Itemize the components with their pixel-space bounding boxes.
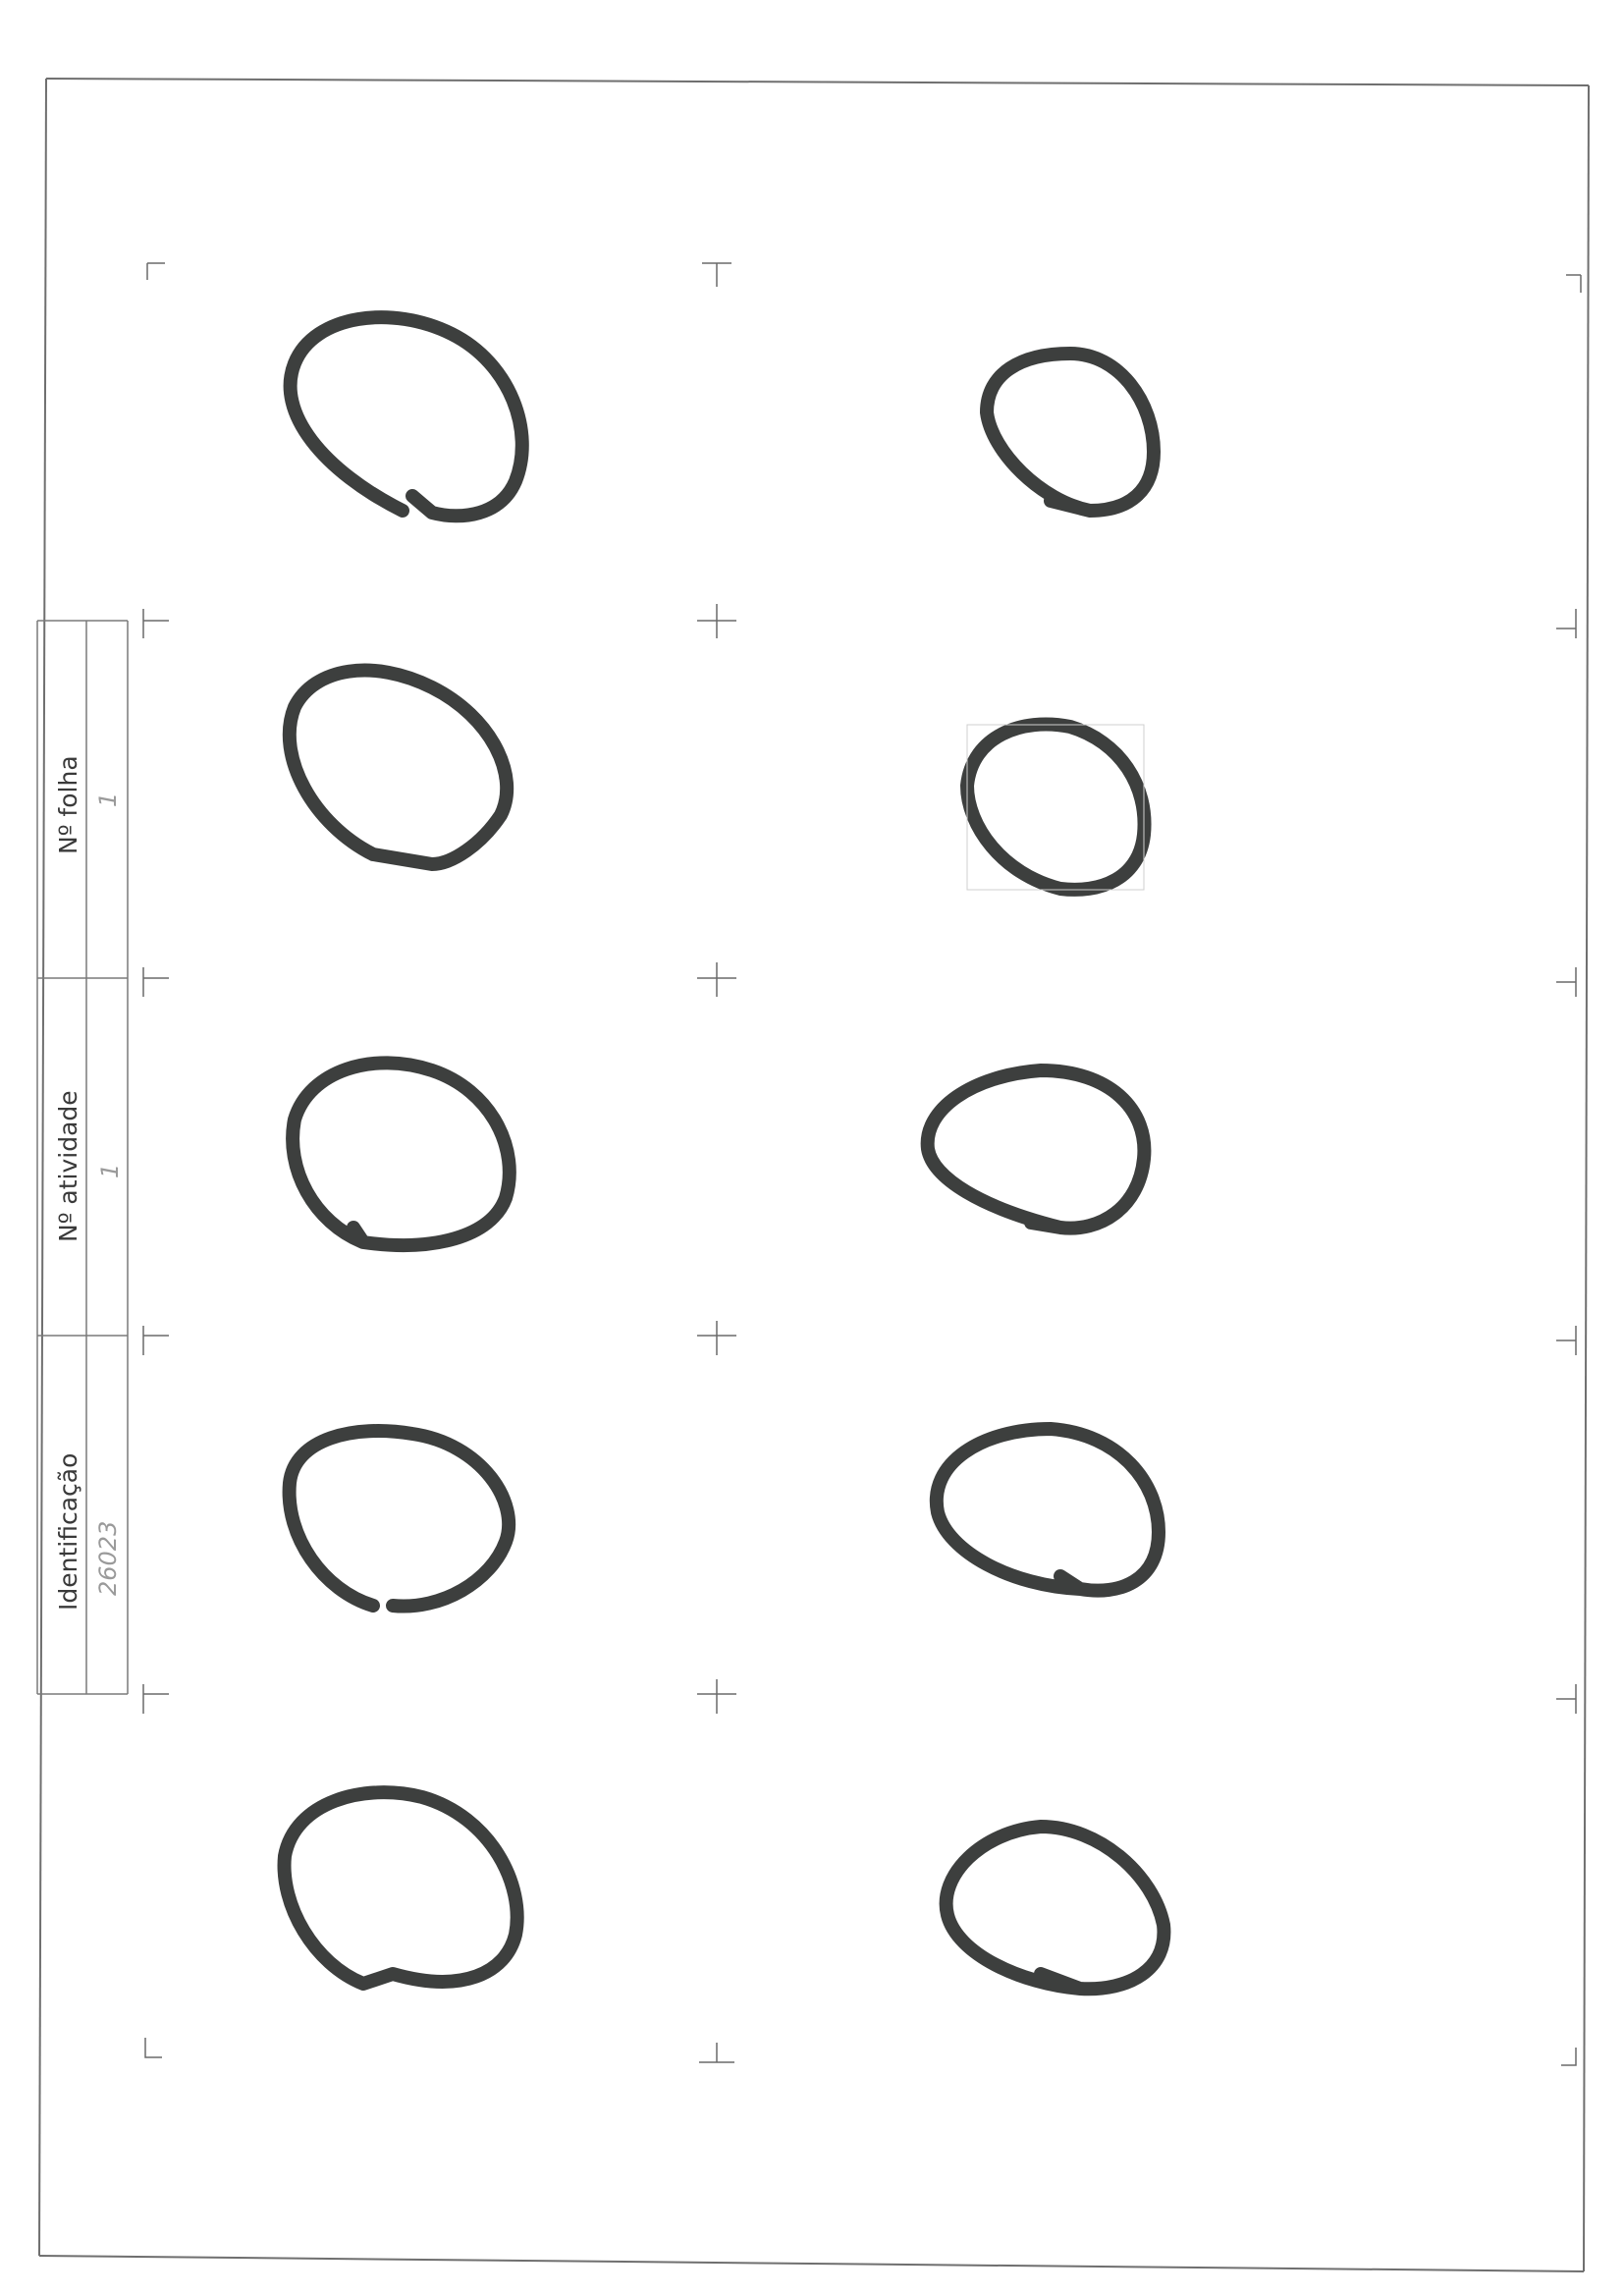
circle-right-3 bbox=[920, 1064, 1152, 1235]
circle-right-1 bbox=[980, 347, 1161, 518]
drawn-circles bbox=[277, 310, 1171, 1996]
circle-left-2 bbox=[282, 663, 514, 871]
folha-value: 1 bbox=[94, 793, 122, 807]
circle-left-5 bbox=[277, 1785, 524, 1991]
atividade-label: Nº atividade bbox=[54, 1090, 82, 1242]
scan-artifact bbox=[966, 724, 1145, 891]
registration-marks bbox=[142, 262, 1582, 2066]
folha-label: Nº folha bbox=[54, 755, 82, 854]
identification-table bbox=[36, 620, 129, 1695]
identificacao-value: 26023 bbox=[94, 1521, 122, 1596]
circle-right-5 bbox=[939, 1820, 1171, 1996]
circle-left-4 bbox=[282, 1424, 516, 1613]
page-frame bbox=[38, 78, 1590, 2272]
atividade-value: 1 bbox=[96, 1164, 124, 1178]
circle-right-4 bbox=[929, 1422, 1165, 1598]
identificacao-label: Identificação bbox=[54, 1453, 82, 1611]
circle-right-2 bbox=[960, 717, 1152, 897]
circle-left-3 bbox=[286, 1056, 516, 1252]
circle-left-1 bbox=[283, 310, 529, 523]
